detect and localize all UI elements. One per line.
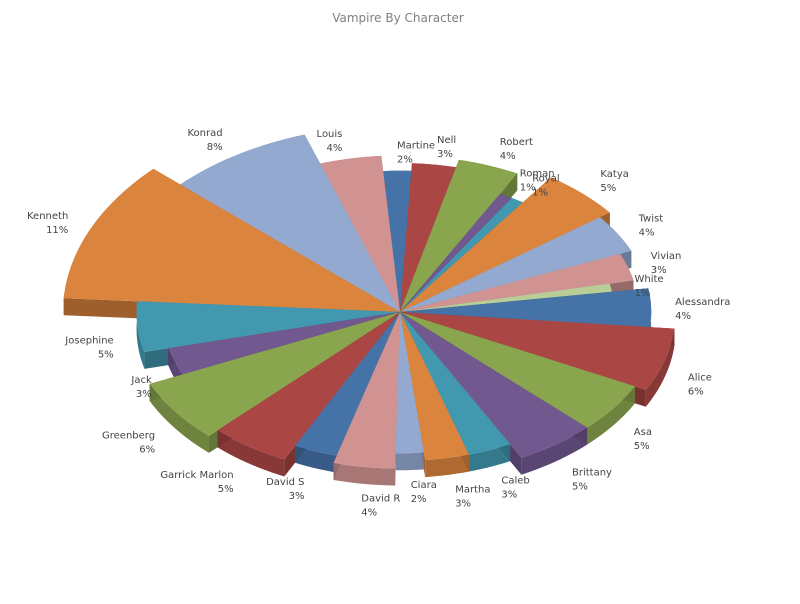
slice-david-r[interactable]	[333, 312, 400, 486]
slice-side	[136, 301, 145, 369]
slice-label-name: Ciara	[411, 480, 437, 491]
slice-label-name: Robert	[500, 137, 533, 148]
slice-label-name: Caleb	[501, 476, 529, 487]
slice-label-percent: 3%	[437, 149, 453, 160]
slice-top	[400, 288, 652, 328]
slice-label-percent: 3%	[455, 499, 471, 510]
slices-layer	[63, 134, 675, 486]
slice-ciara[interactable]	[395, 312, 424, 471]
slice-top	[400, 197, 523, 312]
slice-label-name: Garrick Marlon	[160, 470, 233, 481]
slice-label-percent: 2%	[411, 494, 427, 505]
slice-label-name: Nell	[437, 135, 456, 146]
chart-title: Vampire By Character	[332, 11, 464, 25]
slice-side	[521, 427, 588, 475]
slice-side	[295, 445, 337, 473]
slice-side	[217, 430, 285, 477]
slice-label-percent: 8%	[207, 142, 223, 153]
slice-label-name: Konrad	[187, 128, 222, 139]
slice-label-percent: 3%	[651, 265, 667, 276]
slice-label-percent: 6%	[688, 387, 704, 398]
slice-top	[320, 155, 400, 312]
slice-label-name: David S	[266, 477, 304, 488]
slice-top	[168, 312, 400, 375]
slice-label-percent: 11%	[46, 225, 68, 236]
slice-label-name: Louis	[317, 129, 343, 140]
slice-label-percent: 4%	[675, 311, 691, 322]
slice-side	[468, 444, 511, 472]
slice-top	[400, 312, 675, 390]
slice-top	[333, 312, 400, 469]
slice-label-name: Asa	[634, 427, 652, 438]
slice-top	[400, 193, 512, 312]
slice-top	[400, 253, 634, 312]
slice-label-percent: 5%	[600, 183, 616, 194]
slice-label-name: Brittany	[572, 467, 612, 478]
slice-label-name: Alice	[688, 373, 712, 384]
slice-label-percent: 5%	[98, 350, 114, 361]
slice-label-name: Martha	[455, 485, 490, 496]
slice-top	[400, 312, 588, 458]
slice-label-name: Jack	[130, 375, 152, 386]
slice-top	[400, 312, 635, 428]
slice-label-name: Kenneth	[27, 211, 68, 222]
slice-label-name: Josephine	[64, 336, 113, 347]
slice-side	[395, 452, 424, 471]
slice-label-percent: 5%	[634, 441, 650, 452]
slice-side	[425, 454, 469, 478]
slice-top	[400, 283, 612, 312]
slice-top	[400, 312, 469, 461]
slice-side	[645, 328, 675, 407]
slice-side	[149, 383, 209, 453]
slice-top	[383, 170, 412, 312]
slice-label-name: Katya	[600, 169, 628, 180]
slice-label-percent: 1%	[532, 187, 548, 198]
slice-top	[217, 312, 400, 460]
slice-label-percent: 5%	[572, 481, 588, 492]
slice-label-percent: 3%	[289, 491, 305, 502]
slice-label-name: Greenberg	[102, 430, 155, 441]
slice-top	[400, 217, 632, 312]
slice-label-percent: 1%	[520, 182, 536, 193]
slice-top	[400, 177, 610, 312]
slice-label-percent: 6%	[139, 444, 155, 455]
slice-label-name: Roman	[520, 168, 555, 179]
slice-top	[63, 168, 400, 312]
slice-label-percent: 3%	[501, 490, 517, 501]
slice-top	[400, 159, 518, 312]
slice-label-name: Alessandra	[675, 297, 730, 308]
slice-label-name: Twist	[638, 213, 664, 224]
slice-top	[295, 312, 400, 456]
slice-label-name: Martine	[397, 141, 435, 152]
slice-label-name: Royal	[532, 173, 559, 184]
slice-top	[400, 163, 457, 312]
slice-label-percent: 3%	[136, 389, 152, 400]
slice-top	[400, 312, 511, 455]
slice-top	[136, 301, 401, 352]
slice-label-percent: 2%	[397, 155, 413, 166]
slice-label-percent: 1%	[635, 288, 651, 299]
slice-side	[587, 386, 635, 445]
slice-label-percent: 4%	[639, 227, 655, 238]
slice-label-name: Vivian	[651, 251, 682, 262]
slice-label-percent: 5%	[218, 484, 234, 495]
slice-label-percent: 4%	[327, 143, 343, 154]
slice-top	[180, 134, 400, 312]
slice-top	[149, 312, 400, 436]
slice-side	[333, 462, 396, 486]
slice-label-percent: 4%	[361, 508, 377, 519]
slice-label-name: David R	[361, 494, 400, 505]
slice-label-percent: 4%	[500, 151, 516, 162]
slice-top	[395, 312, 424, 454]
slice-label-name: White	[635, 274, 664, 285]
labels-layer: Nell3%Robert4%Roman1%Royal1%Katya5%Twist…	[27, 128, 730, 519]
